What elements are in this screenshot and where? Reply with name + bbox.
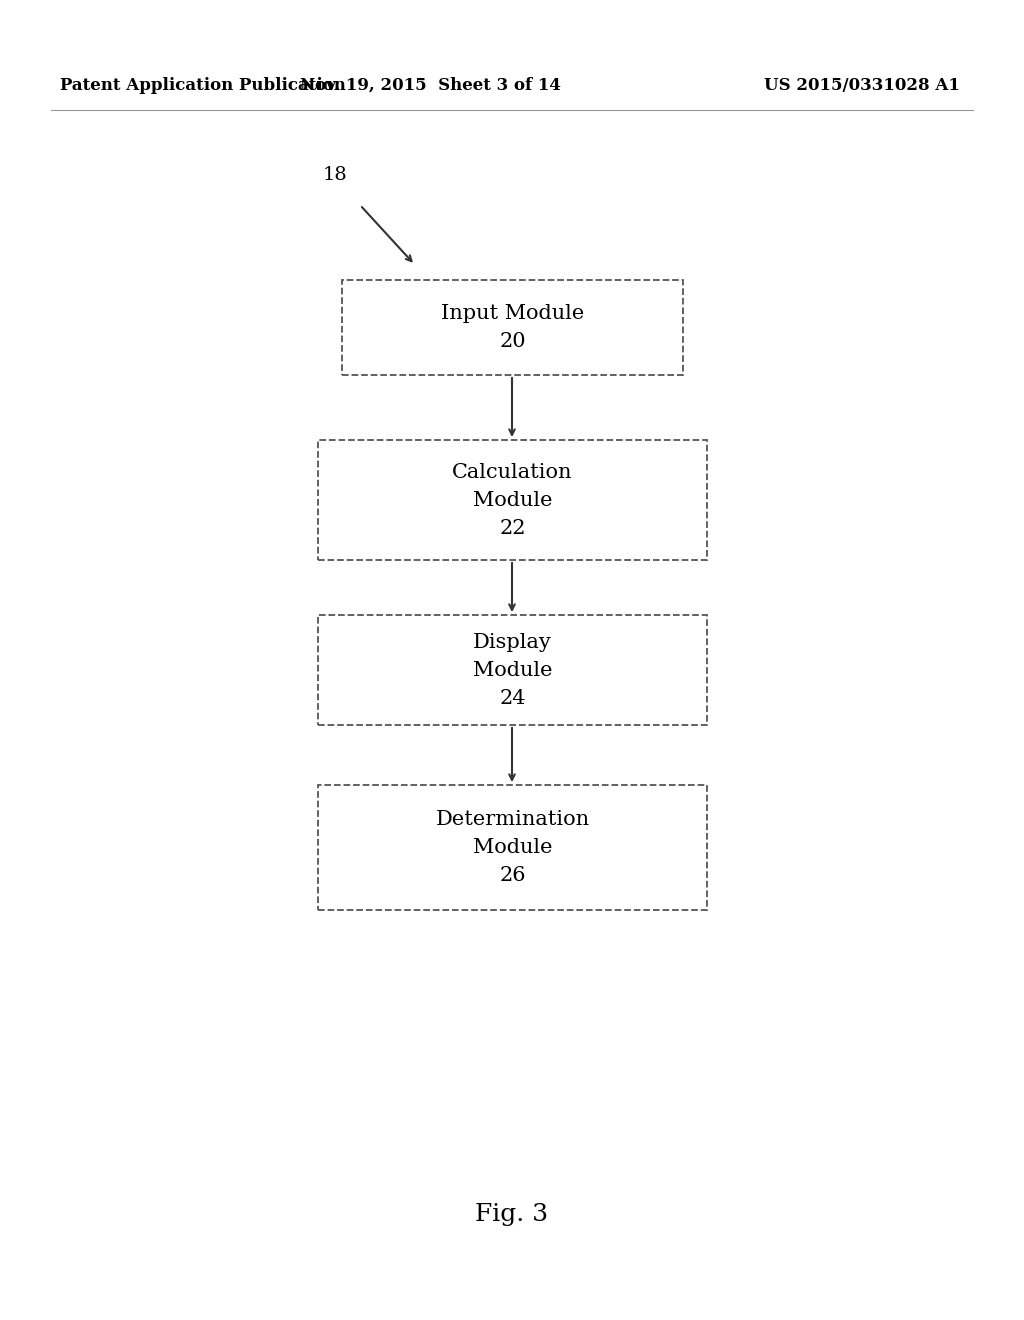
Text: Display
Module
24: Display Module 24 (473, 632, 552, 708)
Bar (342, 280, 683, 375)
Text: Calculation
Module
22: Calculation Module 22 (453, 462, 572, 537)
Bar (318, 440, 707, 560)
Bar (318, 615, 707, 725)
Text: Determination
Module
26: Determination Module 26 (435, 810, 590, 884)
Text: 18: 18 (323, 166, 347, 183)
Text: Patent Application Publication: Patent Application Publication (60, 77, 346, 94)
Text: Fig. 3: Fig. 3 (475, 1204, 549, 1226)
Text: US 2015/0331028 A1: US 2015/0331028 A1 (764, 77, 961, 94)
Text: Input Module
20: Input Module 20 (441, 304, 584, 351)
Text: Nov. 19, 2015  Sheet 3 of 14: Nov. 19, 2015 Sheet 3 of 14 (300, 77, 560, 94)
Bar (318, 785, 707, 909)
